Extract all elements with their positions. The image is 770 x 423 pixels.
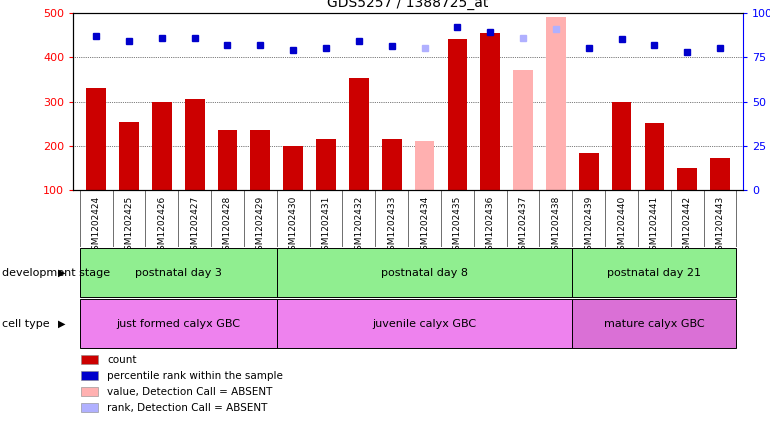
Bar (81, 355, 98, 364)
Text: postnatal day 8: postnatal day 8 (381, 268, 468, 278)
Text: GSM1202431: GSM1202431 (322, 196, 330, 256)
Bar (316, 139, 336, 190)
Bar (276, 299, 572, 348)
Text: count: count (107, 354, 136, 365)
Bar (546, 17, 566, 190)
Bar (80, 248, 276, 297)
Text: GSM1202427: GSM1202427 (190, 196, 199, 256)
Text: GSM1202441: GSM1202441 (650, 196, 659, 256)
Text: rank, Detection Call = ABSENT: rank, Detection Call = ABSENT (107, 403, 267, 413)
Text: GSM1202443: GSM1202443 (715, 196, 725, 256)
Text: GSM1202426: GSM1202426 (157, 196, 166, 256)
Bar (119, 121, 139, 190)
Text: GSM1202439: GSM1202439 (584, 196, 593, 256)
Bar (480, 33, 500, 190)
Text: GSM1202438: GSM1202438 (551, 196, 561, 256)
Bar (152, 102, 172, 190)
Bar (349, 78, 369, 190)
Bar (611, 102, 631, 190)
Text: just formed calyx GBC: just formed calyx GBC (116, 319, 240, 329)
Text: GSM1202442: GSM1202442 (683, 196, 691, 256)
Text: GSM1202434: GSM1202434 (420, 196, 429, 256)
Text: GSM1202437: GSM1202437 (518, 196, 527, 256)
Bar (185, 99, 205, 190)
Text: GSM1202424: GSM1202424 (92, 196, 101, 256)
Bar (644, 123, 665, 190)
Bar (572, 299, 736, 348)
Bar (579, 154, 598, 190)
Text: mature calyx GBC: mature calyx GBC (604, 319, 705, 329)
Bar (81, 387, 98, 396)
Bar (250, 130, 270, 190)
Text: ▶: ▶ (58, 319, 65, 329)
Title: GDS5257 / 1388725_at: GDS5257 / 1388725_at (327, 0, 489, 10)
Text: value, Detection Call = ABSENT: value, Detection Call = ABSENT (107, 387, 273, 397)
Bar (218, 129, 237, 190)
Bar (81, 403, 98, 412)
Text: GSM1202435: GSM1202435 (453, 196, 462, 256)
Bar (283, 146, 303, 190)
Text: GSM1202432: GSM1202432 (354, 196, 363, 256)
Text: postnatal day 3: postnatal day 3 (135, 268, 222, 278)
Bar (572, 248, 736, 297)
Text: ▶: ▶ (58, 268, 65, 278)
Text: cell type: cell type (2, 319, 49, 329)
Text: GSM1202429: GSM1202429 (256, 196, 265, 256)
Text: development stage: development stage (2, 268, 109, 278)
Bar (513, 71, 533, 190)
Bar (86, 88, 106, 190)
Text: GSM1202428: GSM1202428 (223, 196, 232, 256)
Bar (678, 168, 697, 190)
Text: GSM1202425: GSM1202425 (125, 196, 133, 256)
Text: percentile rank within the sample: percentile rank within the sample (107, 371, 283, 381)
Text: juvenile calyx GBC: juvenile calyx GBC (373, 319, 477, 329)
Text: GSM1202440: GSM1202440 (617, 196, 626, 256)
Text: GSM1202436: GSM1202436 (486, 196, 494, 256)
Bar (276, 248, 572, 297)
Text: GSM1202433: GSM1202433 (387, 196, 397, 256)
Bar (81, 371, 98, 380)
Text: postnatal day 21: postnatal day 21 (608, 268, 701, 278)
Text: GSM1202430: GSM1202430 (289, 196, 298, 256)
Bar (382, 139, 401, 190)
Bar (447, 39, 467, 190)
Bar (710, 158, 730, 190)
Bar (80, 299, 276, 348)
Bar (415, 140, 434, 190)
